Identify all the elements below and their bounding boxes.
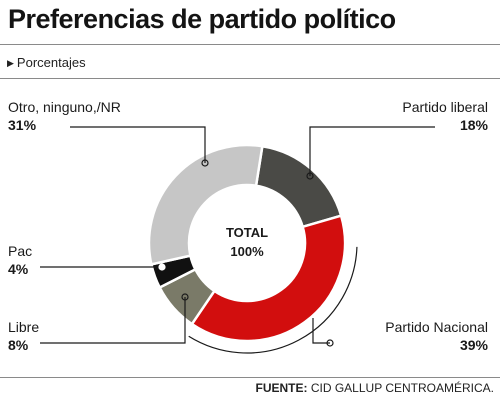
source-text: CID GALLUP CENTROAMÉRICA. xyxy=(310,381,494,395)
leader-dot-partido-nacional xyxy=(326,339,334,347)
leader-lines xyxy=(40,126,435,347)
leader-dot-pac xyxy=(158,263,166,271)
slice-partido-nacional xyxy=(190,214,347,343)
donut-slices xyxy=(147,143,347,343)
slice-value-libre: 8% xyxy=(8,337,29,353)
slice-label-pac: Pac xyxy=(8,243,32,259)
center-total-label: TOTAL xyxy=(226,225,268,240)
subtitle-divider xyxy=(0,78,500,79)
leader-line-otro-ninguno-nr xyxy=(70,126,206,163)
slice-labels: Partido liberal 18% Partido Nacional 39% Lib… xyxy=(8,99,489,353)
leader-dot-libre xyxy=(181,293,189,301)
leader-line-partido-nacional xyxy=(312,318,330,344)
footer-divider xyxy=(0,377,500,378)
leader-line-libre xyxy=(40,297,186,344)
slice-value-partido-liberal: 18% xyxy=(460,117,489,133)
title-divider xyxy=(0,44,500,45)
source-note: FUENTE: CID GALLUP CENTROAMÉRICA. xyxy=(256,381,495,395)
slice-label-partido-nacional: Partido Nacional xyxy=(385,319,488,335)
center-total-value: 100% xyxy=(230,244,264,259)
slice-label-otro-ninguno-nr: Otro, ninguno,/NR xyxy=(8,99,121,115)
chart-subtitle: ▶ Porcentajes xyxy=(7,55,86,70)
slice-partido-liberal xyxy=(254,144,343,229)
chart-title: Preferencias de partido político xyxy=(8,4,396,34)
leader-dot-partido-liberal xyxy=(306,172,314,180)
triangle-icon: ▶ xyxy=(7,58,14,68)
source-label: FUENTE: xyxy=(255,381,308,395)
slice-label-partido-liberal: Partido liberal xyxy=(402,99,488,115)
subtitle-text: Porcentajes xyxy=(16,55,86,70)
leader-dot-otro-ninguno-nr xyxy=(201,159,209,167)
slice-otro-ninguno-nr xyxy=(147,143,264,266)
slice-label-libre: Libre xyxy=(8,319,39,335)
outer-accent-arc xyxy=(188,246,358,354)
slice-value-otro-ninguno-nr: 31% xyxy=(8,117,37,133)
leader-line-partido-liberal xyxy=(309,126,435,176)
slice-value-partido-nacional: 39% xyxy=(460,337,489,353)
slice-value-pac: 4% xyxy=(8,261,29,277)
